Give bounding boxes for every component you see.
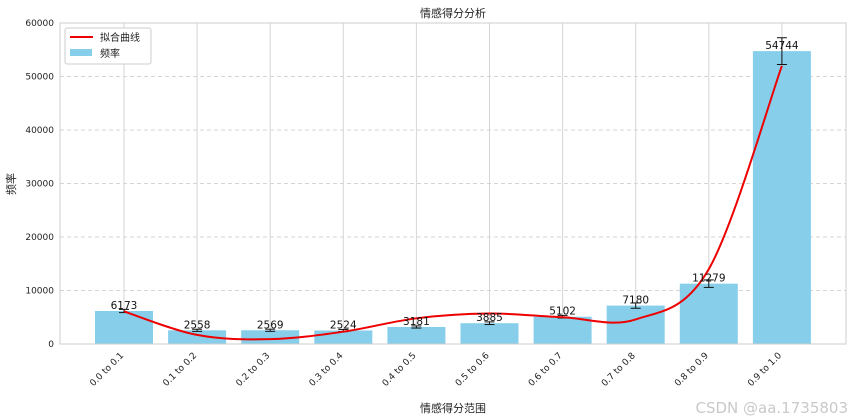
y-tick-label: 60000 (25, 19, 54, 29)
bar (533, 316, 592, 344)
x-tick-label: 0.0 to 0.1 (88, 351, 126, 389)
legend-swatch-bar (70, 49, 92, 56)
legend: 拟合曲线 频率 (64, 27, 152, 65)
fit-curve (123, 65, 783, 341)
legend-label-fit: 拟合曲线 (100, 31, 140, 44)
x-tick-label: 0.4 to 0.5 (381, 351, 419, 389)
data-labels: 6173 2558 2569 2524 3181 3885 5102 7180 11279 547… (111, 40, 799, 331)
data-label: 11279 (692, 273, 725, 285)
data-label: 3885 (476, 312, 503, 324)
y-tick-label: 10000 (25, 287, 54, 297)
data-label: 7180 (622, 295, 649, 307)
y-tick-label: 20000 (25, 233, 54, 243)
data-label: 2558 (184, 319, 211, 331)
x-tick-label: 0.1 to 0.2 (161, 351, 199, 389)
data-label: 54744 (765, 40, 799, 52)
chart-title: 情感得分分析 (420, 6, 486, 20)
y-tick-label: 50000 (25, 73, 54, 83)
y-tick-label: 0 (48, 340, 54, 350)
data-label: 2524 (330, 319, 357, 331)
x-tick-label: 0.8 to 0.9 (673, 351, 711, 389)
x-tick-label: 0.5 to 0.6 (454, 351, 492, 389)
y-ticks: 0 10000 20000 30000 40000 50000 60000 (25, 19, 54, 350)
watermark: CSDN @aa.1735803 (695, 399, 849, 417)
x-tick-label: 0.9 to 1.0 (746, 351, 784, 389)
data-label: 2569 (257, 319, 284, 331)
y-axis-label: 频率 (4, 173, 18, 195)
bar (679, 283, 738, 344)
bar (241, 330, 300, 344)
x-tick-label: 0.7 to 0.8 (600, 351, 638, 389)
bar (168, 330, 227, 344)
plot-frame (59, 22, 847, 345)
bars (95, 51, 811, 344)
fit-curve-layer (123, 65, 783, 341)
x-ticks: 0.0 to 0.1 0.1 to 0.2 0.2 to 0.3 0.3 to 0.4… (88, 351, 784, 389)
y-tick-label: 40000 (25, 126, 54, 136)
x-axis-label: 情感得分范围 (420, 401, 486, 415)
bar (387, 326, 446, 344)
data-label: 5102 (549, 306, 576, 318)
data-label: 3181 (403, 316, 430, 328)
x-tick-label: 0.2 to 0.3 (235, 351, 273, 389)
y-tick-label: 30000 (25, 180, 54, 190)
bar (95, 310, 153, 344)
x-tick-label: 0.6 to 0.7 (527, 351, 565, 389)
data-label: 6173 (111, 300, 138, 312)
bar (606, 305, 665, 344)
bar (460, 323, 519, 344)
legend-label-bar: 频率 (100, 47, 120, 60)
bar (752, 51, 811, 344)
x-tick-label: 0.3 to 0.4 (308, 351, 346, 389)
